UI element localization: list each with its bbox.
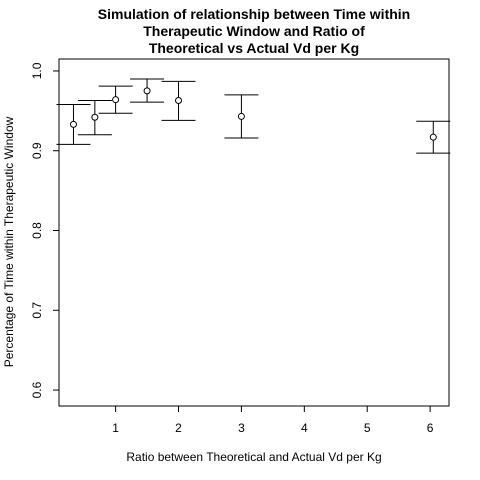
data-point — [112, 96, 120, 104]
data-marks — [56, 78, 451, 154]
x-tick-label: 4 — [301, 421, 308, 435]
x-tick-label: 5 — [364, 421, 371, 435]
data-point — [237, 112, 245, 120]
y-tick-label: 0.6 — [30, 381, 44, 398]
x-axis-title: Ratio between Theoretical and Actual Vd … — [126, 450, 381, 464]
chart-title-line-2: Therapeutic Window and Ratio of — [143, 23, 365, 39]
plot-frame — [58, 58, 450, 407]
y-tick-label: 0.7 — [30, 302, 44, 319]
x-tick-label: 3 — [238, 421, 245, 435]
y-tick-label: 0.9 — [30, 142, 44, 159]
data-point — [429, 133, 437, 141]
data-point — [143, 87, 151, 95]
y-axis-title: Percentage of Time within Therapeutic Wi… — [2, 116, 16, 367]
x-tick-label: 1 — [112, 421, 119, 435]
y-tick-label: 0.8 — [30, 222, 44, 239]
chart-title-line-1: Simulation of relationship between Time … — [98, 6, 410, 22]
y-axis: 0.6 0.7 0.8 0.9 1.0 — [30, 62, 60, 398]
data-point — [91, 113, 99, 121]
chart-title-line-3: Theoretical vs Actual Vd per Kg — [149, 40, 359, 56]
x-tick-label: 2 — [175, 421, 182, 435]
x-axis: 1 2 3 4 5 6 — [112, 405, 434, 435]
data-point — [175, 96, 183, 104]
data-point — [69, 120, 77, 128]
x-tick-label: 6 — [427, 421, 434, 435]
y-tick-label: 1.0 — [30, 62, 44, 79]
